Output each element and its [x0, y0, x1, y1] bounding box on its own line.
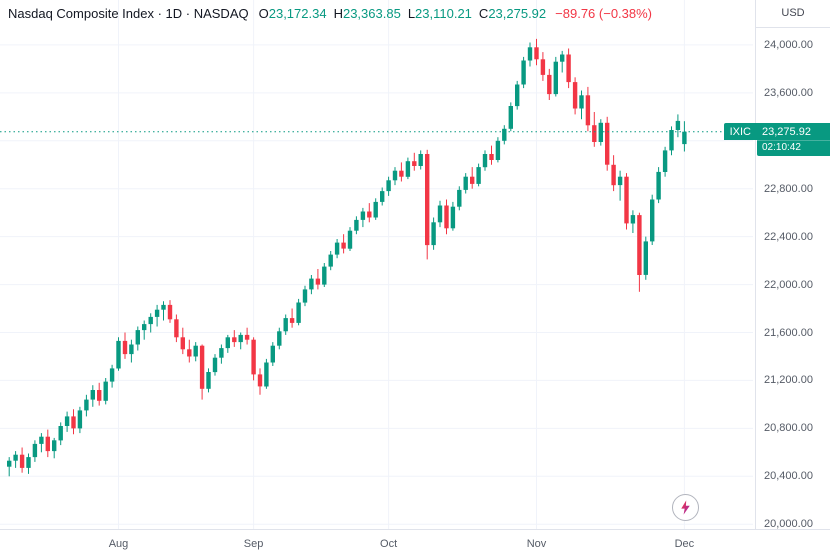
time-axis-label: Sep: [243, 538, 264, 550]
ohlc-low: L23,110.21: [407, 6, 472, 21]
price-axis-label: 20,000.00: [764, 518, 813, 531]
current-price-badge[interactable]: IXIC 23,275.92 02:10:42: [723, 122, 830, 156]
price-axis-label: 20,400.00: [764, 470, 813, 483]
price-change: −89.76 (−0.38%): [555, 6, 653, 21]
bar-countdown: 02:10:42: [757, 139, 830, 156]
chart-canvas[interactable]: [0, 0, 753, 529]
price-axis-label: 23,600.00: [764, 86, 813, 99]
ohlc-open: O23,172.34: [258, 6, 327, 21]
price-axis-label: 21,200.00: [764, 374, 813, 387]
lightning-icon: [677, 499, 694, 516]
price-axis-label: 20,800.00: [764, 422, 813, 435]
ohlc-high: H23,363.85: [333, 6, 401, 21]
time-axis-label: Aug: [108, 538, 129, 550]
time-axis[interactable]: Aug Sep Oct Nov Dec: [0, 529, 830, 557]
chart-legend: Nasdaq Composite Index · 1D · NASDAQ O23…: [8, 6, 652, 21]
price-axis[interactable]: USD 24,000.0023,600.0023,200.0022,800.00…: [755, 0, 830, 531]
symbol-tag: IXIC: [723, 122, 757, 140]
price-axis-label: 24,000.00: [764, 38, 813, 51]
time-axis-label: Nov: [526, 538, 547, 550]
time-axis-label: Oct: [380, 538, 398, 550]
currency-label: USD: [756, 0, 830, 28]
price-axis-label: 21,600.00: [764, 326, 813, 339]
time-axis-label: Dec: [674, 538, 695, 550]
ohlc-close: C23,275.92: [478, 6, 547, 21]
price-axis-label: 22,000.00: [764, 278, 813, 291]
lightning-button[interactable]: [672, 494, 699, 521]
price-axis-label: 22,800.00: [764, 182, 813, 195]
current-price: 23,275.92: [757, 122, 830, 140]
candlestick-chart[interactable]: Nasdaq Composite Index · 1D · NASDAQ O23…: [0, 0, 755, 529]
symbol-title[interactable]: Nasdaq Composite Index · 1D · NASDAQ: [8, 6, 249, 21]
price-axis-label: 22,400.00: [764, 230, 813, 243]
